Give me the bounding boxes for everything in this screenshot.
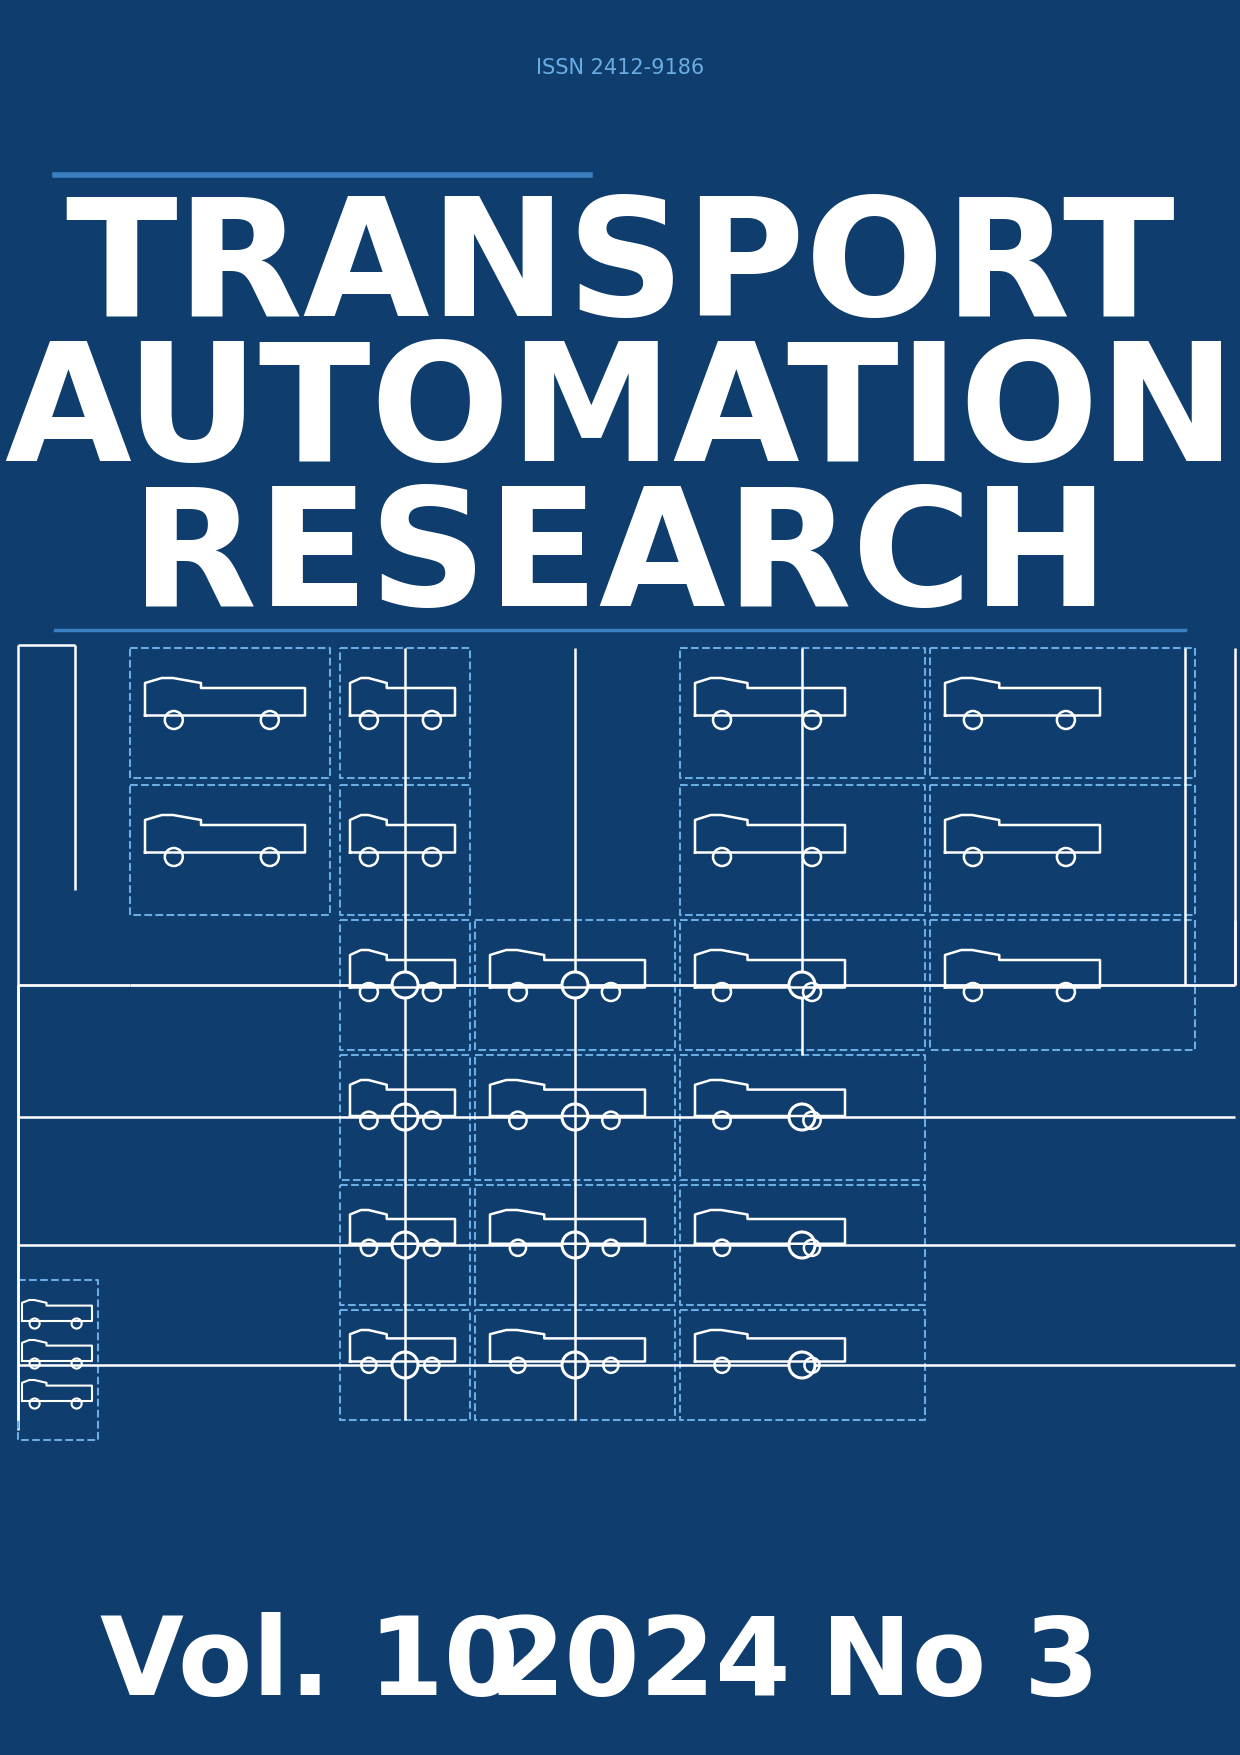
Text: RESEARCH: RESEARCH xyxy=(131,481,1109,639)
Text: 2024: 2024 xyxy=(490,1613,791,1718)
Text: Vol. 10: Vol. 10 xyxy=(100,1613,520,1718)
Text: ISSN 2412-9186: ISSN 2412-9186 xyxy=(536,58,704,77)
Text: TRANSPORT: TRANSPORT xyxy=(66,191,1174,349)
Text: No 3: No 3 xyxy=(821,1613,1099,1718)
Text: AUTOMATION: AUTOMATION xyxy=(4,335,1236,495)
